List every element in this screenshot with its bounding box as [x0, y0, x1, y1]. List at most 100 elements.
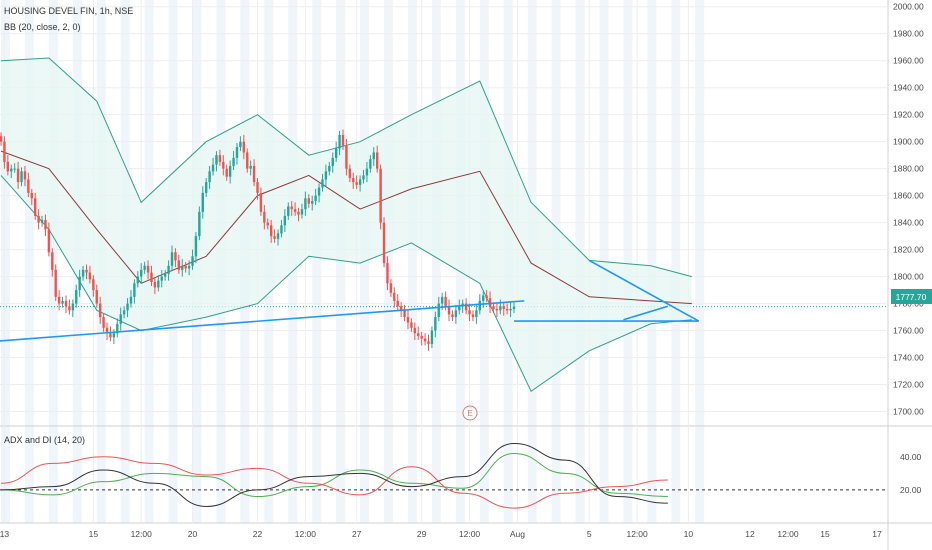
candle: [362, 175, 365, 180]
candle: [478, 300, 481, 311]
candle: [379, 168, 382, 223]
bb-basis: [0, 150, 692, 305]
session-band: [384, 0, 394, 523]
price-tick-label: 1920.00: [893, 110, 924, 120]
candle: [420, 335, 423, 339]
candle: [341, 134, 345, 146]
time-tick-label: 12:00: [626, 529, 648, 539]
price-tick-label: 1900.00: [893, 137, 924, 147]
time-tick-label: 20: [188, 529, 198, 539]
candle: [259, 192, 263, 212]
candle: [406, 317, 410, 323]
time-tick-label: 10: [684, 529, 694, 539]
bb-upper-band: [0, 57, 692, 278]
session-band: [407, 0, 417, 523]
candle: [51, 252, 54, 270]
adx-line: [0, 443, 668, 507]
candle: [369, 159, 372, 169]
session-band: [671, 0, 681, 523]
candle: [232, 157, 235, 166]
candle: [44, 219, 47, 230]
candle: [174, 252, 177, 261]
price-tick-label: 1800.00: [893, 272, 924, 282]
session-band: [623, 0, 633, 523]
trendline[interactable]: [623, 305, 669, 321]
candle: [410, 322, 413, 328]
price-tick-label: 1960.00: [893, 56, 924, 66]
candle: [348, 168, 352, 179]
candle: [287, 206, 290, 216]
candle: [133, 283, 136, 297]
candle: [447, 306, 451, 315]
candle: [170, 252, 174, 266]
candle: [129, 296, 133, 304]
candle: [290, 206, 293, 210]
candle: [88, 272, 92, 280]
candle: [458, 306, 461, 311]
trendline[interactable]: [0, 300, 525, 342]
session-band: [1, 0, 10, 523]
time-tick-label: Aug: [510, 529, 525, 539]
price-tick-label: 1840.00: [893, 218, 924, 228]
candle: [81, 269, 85, 277]
price-tick-label: 1880.00: [893, 164, 924, 174]
candle: [293, 209, 297, 212]
candle: [417, 333, 420, 336]
candle: [382, 222, 386, 264]
candle: [495, 308, 499, 311]
candle: [482, 295, 485, 301]
candles: [0, 129, 516, 351]
di-minus-line: [0, 456, 668, 509]
candle: [365, 168, 369, 176]
time-tick-label: 17: [872, 529, 882, 539]
candle: [157, 280, 160, 288]
candle: [75, 290, 78, 304]
candle: [109, 333, 112, 338]
candle: [54, 269, 57, 297]
candle: [218, 155, 222, 162]
price-tick-label: 1720.00: [893, 380, 924, 390]
candle: [273, 236, 276, 239]
candle: [242, 141, 246, 153]
candle: [95, 290, 98, 304]
session-band: [336, 0, 346, 523]
candle: [191, 256, 194, 266]
candle: [6, 161, 10, 172]
candle: [136, 276, 139, 284]
candle: [78, 276, 81, 291]
candle: [23, 171, 27, 180]
candle: [300, 209, 304, 215]
trendline[interactable]: [588, 259, 700, 322]
bb-lower-band: [0, 175, 692, 393]
price-tick-label: 2000.00: [893, 2, 924, 12]
candle: [102, 317, 105, 328]
candle: [509, 308, 512, 311]
candle: [201, 192, 204, 212]
price-tick-label: 1940.00: [893, 83, 924, 93]
time-tick-label: 5: [587, 529, 592, 539]
candle: [269, 225, 273, 237]
price-tick-label: 1740.00: [893, 353, 924, 363]
session-band: [431, 0, 441, 523]
time-tick-label: 27: [352, 529, 362, 539]
session-band: [695, 0, 705, 523]
candle: [413, 327, 417, 334]
price-tick-label: 1760.00: [893, 326, 924, 336]
candle: [205, 182, 208, 193]
candle: [187, 265, 191, 269]
time-tick-label: 12:00: [295, 529, 317, 539]
candle: [105, 327, 109, 334]
earnings-marker[interactable]: E: [462, 405, 478, 421]
candle: [297, 211, 300, 215]
time-tick-label: 12:00: [459, 529, 481, 539]
candle: [355, 182, 358, 185]
candle: [454, 310, 458, 318]
candle: [71, 303, 75, 311]
candle: [338, 134, 341, 149]
time-tick-label: 22: [253, 529, 263, 539]
trendlines: [0, 259, 700, 342]
bollinger-bands: [0, 57, 692, 393]
time-tick-label: 29: [417, 529, 427, 539]
adx-tick-label: 40.00: [900, 452, 922, 462]
